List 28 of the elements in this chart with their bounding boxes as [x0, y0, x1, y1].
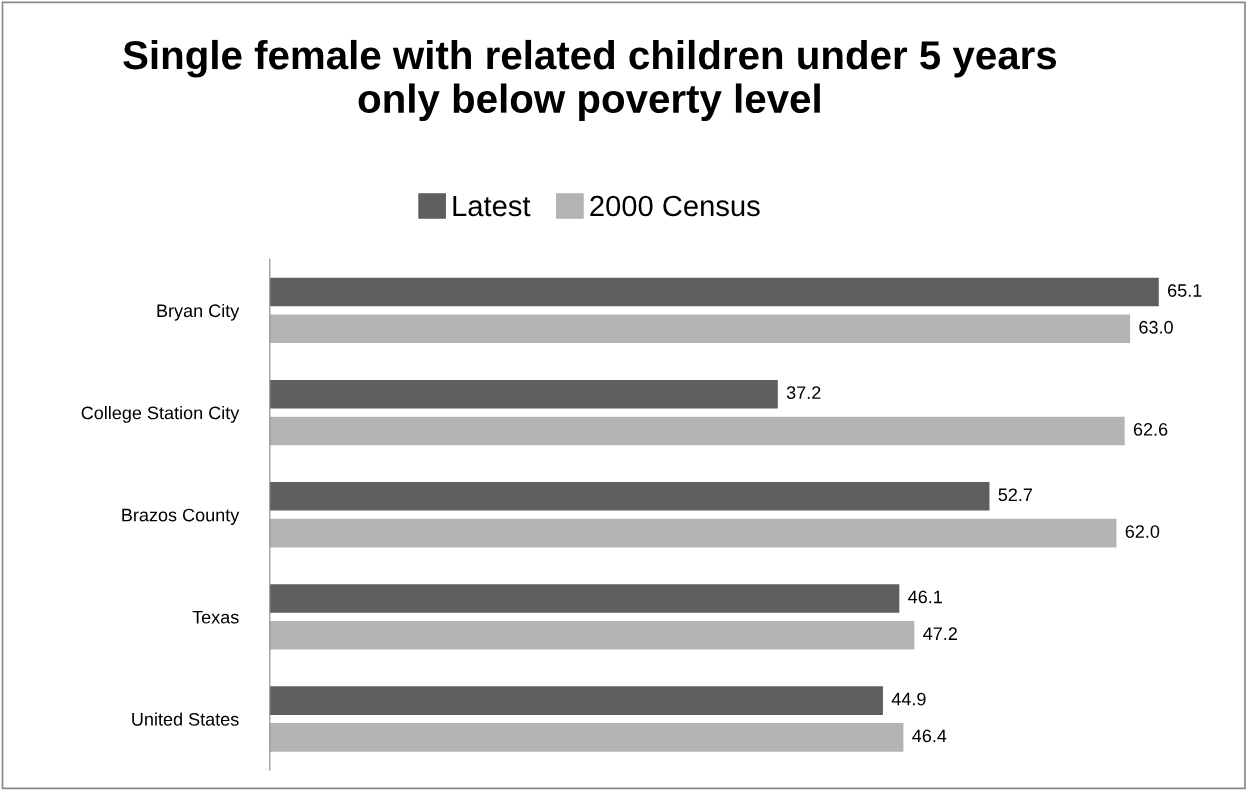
data-label: 52.7 [998, 488, 1033, 502]
data-label: 44.9 [891, 692, 926, 706]
data-label: 46.1 [908, 590, 942, 604]
y-tick-label: Bryan City [157, 303, 240, 321]
bar [269, 379, 778, 409]
y-tick-label: Texas [192, 610, 239, 624]
legend-label: 2000 Census [590, 195, 760, 217]
data-label: 47.2 [923, 627, 957, 640]
bar [269, 686, 883, 715]
data-label: 37.2 [786, 386, 821, 400]
chart-title: Single female with related children under 5 years only below poverty level [123, 39, 1057, 122]
data-label: 62.6 [1133, 423, 1168, 436]
bar [269, 277, 1159, 307]
data-label: 46.4 [912, 729, 947, 743]
bar [269, 518, 1117, 548]
data-label: 62.0 [1125, 525, 1160, 538]
bar [269, 416, 1125, 446]
y-tick-label: United States [132, 712, 239, 726]
y-tick-label: College Station City [81, 406, 240, 423]
bar [269, 482, 990, 511]
bar [269, 620, 915, 650]
bar [269, 584, 900, 613]
y-tick-label: Brazos County [122, 508, 240, 525]
data-label: 63.0 [1139, 320, 1173, 334]
bar [269, 314, 1131, 344]
data-label: 65.1 [1168, 284, 1202, 297]
legend-label: Latest [453, 195, 531, 217]
bar [269, 723, 904, 752]
